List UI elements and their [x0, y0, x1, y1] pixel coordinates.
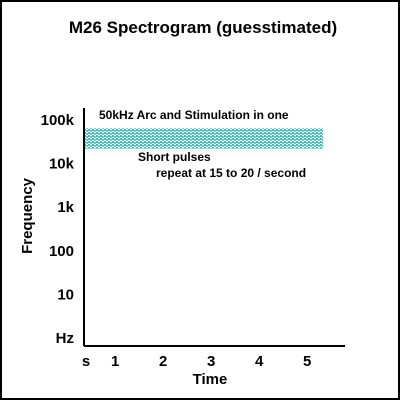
x-tick-label: 3	[207, 353, 215, 370]
x-tick-label: s	[82, 353, 90, 370]
chart-title: M26 Spectrogram (guesstimated)	[69, 18, 337, 37]
y-tick-label: 10	[57, 286, 74, 303]
signal-band	[85, 128, 323, 149]
y-tick-label: 1k	[57, 199, 74, 216]
y-tick-labels: Hz 10 100 1k 10k 100k	[41, 112, 75, 347]
pulse-annotation-line2: repeat at 15 to 20 / second	[156, 166, 306, 180]
y-tick-label: Hz	[56, 330, 74, 347]
y-axis-label: Frequency	[19, 177, 36, 254]
x-tick-label: 2	[159, 353, 167, 370]
x-axis-label: Time	[193, 371, 228, 388]
y-tick-label: 100	[49, 243, 74, 260]
pulse-annotation-line1: Short pulses	[138, 150, 211, 164]
y-tick-label: 10k	[49, 156, 75, 173]
x-tick-label: 1	[111, 353, 119, 370]
x-tick-labels: s 1 2 3 4 5	[82, 353, 312, 370]
y-tick-label: 100k	[41, 112, 75, 129]
x-tick-label: 4	[255, 353, 264, 370]
signal-band-layer	[85, 128, 323, 149]
band-annotation: 50kHz Arc and Stimulation in one	[99, 108, 289, 122]
x-tick-label: 5	[303, 353, 311, 370]
